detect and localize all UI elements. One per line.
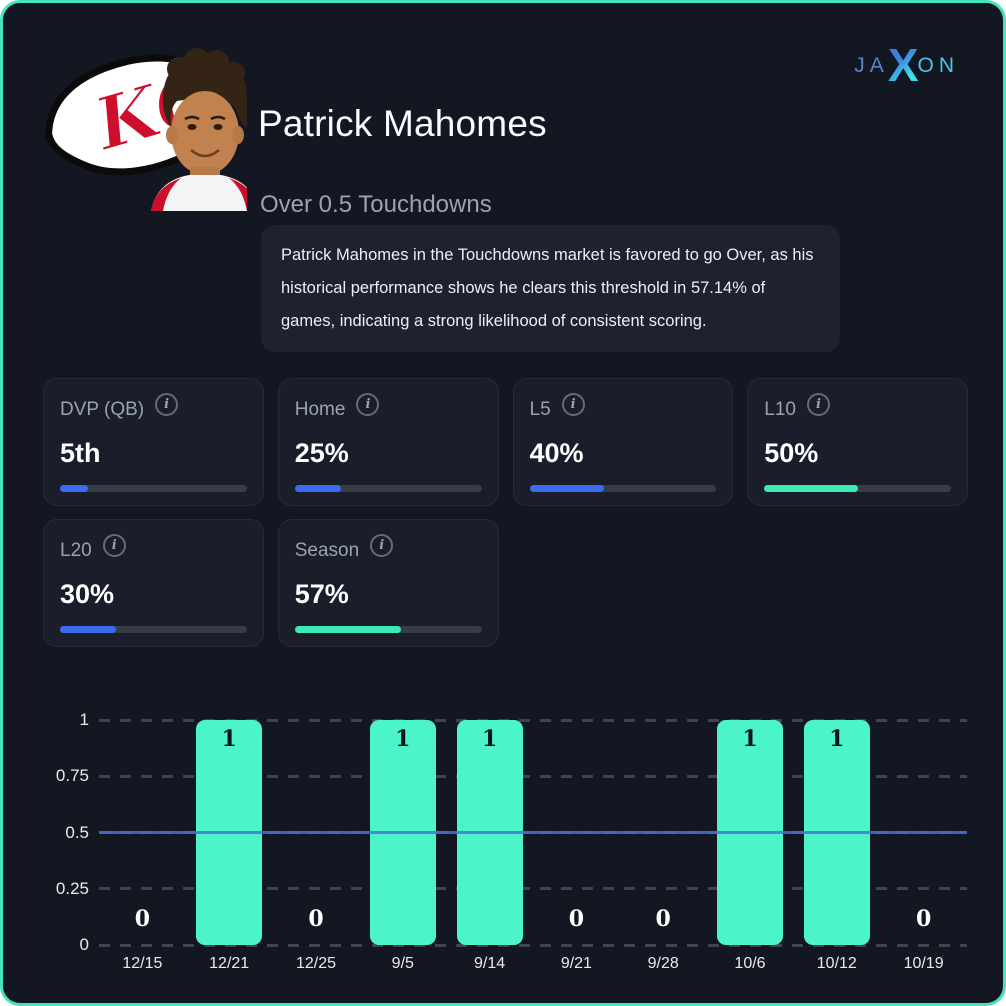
progress-bar-fill: [60, 626, 117, 633]
progress-bar-track: [294, 485, 482, 492]
jaxon-logo-on: ON: [917, 53, 959, 77]
page-title: Patrick Mahomes: [258, 103, 547, 144]
bar-value-label: 1: [395, 726, 411, 752]
x-axis-tick-label: 9/21: [560, 955, 592, 972]
stat-card-value: 40%: [529, 438, 584, 468]
bar-value-label: 1: [481, 726, 498, 752]
stat-card-home: Home i 25%: [277, 378, 499, 506]
progress-bar-track: [294, 626, 482, 633]
stat-card-label: DVP (QB): [60, 399, 145, 420]
y-axis-tick-label: 0.5: [65, 822, 89, 842]
chart-plot-area: 0 1 0 1 1 0 0 1 1 0: [99, 718, 967, 947]
progress-bar-fill: [529, 485, 605, 492]
bar-value-label: 0: [568, 906, 585, 932]
bar-value-label: 1: [221, 726, 237, 752]
stat-card-value: 57%: [294, 579, 349, 609]
stat-card-l5: L5 i 40%: [512, 378, 734, 506]
stat-card-value: 5th: [60, 438, 101, 468]
gridline-y-0.75: [99, 774, 967, 778]
progress-bar-track: [529, 485, 717, 492]
x-axis-tick-label: 10/6: [734, 955, 766, 972]
stat-card-dvp-qb: DVP (QB) i 5th: [43, 378, 264, 506]
jaxon-logo-x: X: [887, 39, 919, 91]
stat-card-value: 50%: [764, 438, 819, 468]
x-axis-tick-label: 9/5: [391, 955, 414, 972]
stat-card-value: 25%: [294, 438, 349, 468]
bar-value-label: 0: [915, 906, 932, 932]
gridline-y-0.25: [99, 887, 967, 891]
player-avatar: KC: [45, 48, 247, 211]
player-photo: [151, 48, 247, 211]
bar-value-label: 0: [655, 906, 671, 932]
stat-card-label: L5: [529, 399, 551, 420]
y-axis-tick-label: 0: [79, 935, 89, 954]
y-axis-tick-label: 0.75: [55, 766, 89, 786]
x-axis-tick-label: 12/21: [209, 955, 250, 972]
stat-card-l20: L20 i 30%: [43, 519, 264, 647]
stat-card-label: Home: [294, 399, 346, 420]
progress-bar-fill: [294, 485, 342, 492]
stat-card-season: Season i 57%: [277, 519, 499, 647]
info-icon[interactable]: i: [155, 393, 179, 416]
insight-description: Patrick Mahomes in the Touchdowns market…: [261, 225, 840, 352]
info-icon[interactable]: i: [370, 534, 394, 557]
market-subtitle: Over 0.5 Touchdowns: [260, 191, 492, 218]
info-icon[interactable]: i: [806, 393, 830, 416]
progress-bar-track: [764, 485, 951, 492]
progress-bar-fill: [764, 485, 858, 492]
stat-card-label: L10: [764, 399, 796, 420]
x-axis-tick-label: 9/28: [647, 955, 679, 972]
progress-bar-fill: [60, 485, 88, 492]
results-bar-chart: 0 1 0 1 1 0 0 1 1 0 0 0.25 0.5 0.75 1 12/15 12/21 12/25 9…: [43, 703, 968, 993]
jaxon-logo: JA X ON: [854, 39, 959, 91]
x-axis-tick-label: 10/19: [903, 955, 944, 972]
x-axis-tick-label: 12/15: [122, 955, 163, 972]
info-icon[interactable]: i: [102, 534, 126, 557]
x-axis-tick-label: 9/14: [474, 955, 506, 972]
gridline-y-0: [99, 943, 967, 947]
y-axis-tick-label: 0.25: [55, 878, 89, 898]
gridline-y-1: [99, 718, 967, 722]
stat-card-value: 30%: [60, 579, 115, 609]
info-icon[interactable]: i: [356, 393, 380, 416]
bar-value-label: 0: [308, 906, 324, 932]
bar-value-label: 1: [829, 726, 845, 752]
progress-bar-fill: [294, 626, 402, 633]
jaxon-logo-ja: JA: [854, 53, 889, 77]
stat-cards-grid: DVP (QB) i 5th Home i 25% L5 i 40% L10 i 50% L20 i 30%…: [43, 378, 968, 647]
stat-card-l10: L10 i 50%: [747, 378, 968, 506]
stat-card-label: L20: [60, 540, 92, 561]
threshold-line-0-5: [99, 831, 967, 834]
x-axis-tick-label: 10/12: [816, 955, 857, 972]
info-icon[interactable]: i: [561, 393, 585, 416]
y-axis-tick-label: 1: [79, 710, 89, 729]
progress-bar-track: [60, 626, 247, 633]
bar-value-label: 1: [742, 726, 758, 752]
x-axis-tick-label: 12/25: [295, 955, 337, 972]
progress-bar-track: [60, 485, 247, 492]
bar-value-label: 0: [134, 906, 151, 932]
stat-card-label: Season: [294, 540, 360, 561]
